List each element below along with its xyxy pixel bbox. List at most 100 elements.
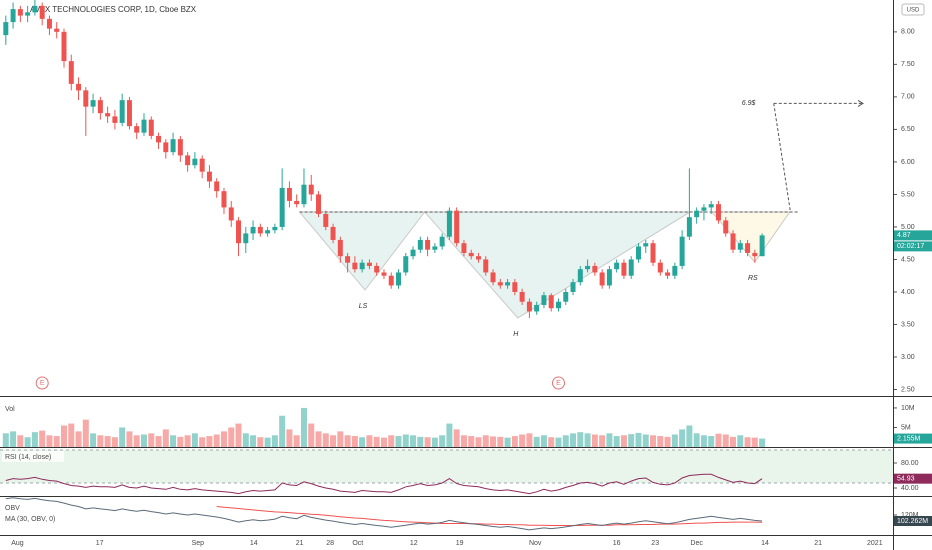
volume-bar <box>533 436 540 447</box>
candle-body <box>17 9 23 16</box>
volume-bar <box>511 436 518 447</box>
volume-bar <box>519 434 526 447</box>
y-tick-label: 4.00 <box>901 289 915 296</box>
candle-body <box>359 262 365 270</box>
candle-body <box>330 226 336 240</box>
candle-body <box>156 135 162 143</box>
candle-body <box>316 194 322 214</box>
volume-bar <box>664 436 671 447</box>
x-tick-label: 2021 <box>867 540 883 547</box>
volume-bar <box>308 423 315 447</box>
volume-bar <box>759 438 766 447</box>
volume-bar <box>257 437 264 447</box>
volume-bar <box>242 433 249 447</box>
obv-label: OBV <box>5 505 20 512</box>
volume-bar <box>90 433 97 447</box>
volume-bar <box>351 436 358 447</box>
x-tick-label: 28 <box>326 540 334 547</box>
candle-body <box>723 220 729 234</box>
volume-bar <box>293 435 300 447</box>
y-tick-label: 3.00 <box>901 354 915 361</box>
y-tick-label: 8.00 <box>901 29 915 36</box>
volume-bar <box>60 425 67 447</box>
rsi-last-tag-bg <box>894 473 932 484</box>
candle-body <box>185 155 191 166</box>
candle-body <box>534 304 540 312</box>
volume-bar <box>635 432 642 447</box>
candle-body <box>134 126 140 133</box>
candle-body <box>301 184 307 205</box>
candle-body <box>563 291 569 302</box>
volume-bar <box>599 435 606 447</box>
volume-bar <box>366 435 373 447</box>
obv-last-tag: 102.262M <box>897 518 928 525</box>
volume-bar <box>286 429 293 447</box>
candle-body <box>628 259 634 276</box>
candle-body <box>214 181 220 192</box>
volume-bar <box>730 436 737 447</box>
rsi-label: RSI (14, close) <box>5 454 51 461</box>
y-tick-label: 7.50 <box>901 61 915 68</box>
obv-ma-label: MA (30, OBV, 0) <box>5 516 55 523</box>
candle-body <box>737 243 743 250</box>
candle-body <box>657 262 663 273</box>
volume-bar <box>417 436 424 447</box>
volume-bar <box>388 435 395 447</box>
volume-bar <box>155 436 162 447</box>
candle-body <box>548 295 554 309</box>
candle-body <box>708 204 714 208</box>
volume-bar <box>540 435 547 447</box>
candle-body <box>126 100 132 127</box>
x-tick-label: Sep <box>192 540 205 547</box>
earnings-label: E <box>40 380 45 387</box>
rsi-line <box>5 473 763 495</box>
countdown-tag: 02:02:17 <box>897 243 924 250</box>
x-tick-label: 19 <box>456 540 464 547</box>
shoulder-label: RS <box>748 275 758 282</box>
candle-body <box>555 301 561 309</box>
candle-body <box>352 262 358 270</box>
x-tick-label: Nov <box>529 540 542 547</box>
y-tick-label: 5.00 <box>901 224 915 231</box>
volume-bar <box>628 434 635 447</box>
volume-bar <box>744 437 751 447</box>
volume-tick-label: 10M <box>901 405 915 412</box>
candle-body <box>192 158 198 166</box>
volume-bar <box>111 437 118 447</box>
candle-body <box>665 272 671 276</box>
candle-body <box>694 210 700 218</box>
volume-bar <box>482 435 489 447</box>
candle-body <box>396 272 402 286</box>
last-price-tag: 4.87 <box>897 232 911 239</box>
volume-bar <box>526 433 533 447</box>
candle-body <box>228 207 234 221</box>
volume-bar <box>468 436 475 447</box>
volume-bar <box>228 427 235 447</box>
x-tick-label: 21 <box>296 540 304 547</box>
volume-bar <box>657 436 664 447</box>
rsi-label-box <box>2 451 64 462</box>
candle-body <box>97 100 103 114</box>
volume-bar <box>337 431 344 447</box>
candle-body <box>679 236 685 266</box>
volume-bar <box>679 429 686 447</box>
candle-body <box>286 187 292 201</box>
candle-body <box>68 61 74 84</box>
obv-ma-line <box>216 506 763 526</box>
volume-bar <box>504 437 511 447</box>
volume-bar <box>380 437 387 447</box>
volume-bar <box>424 437 431 447</box>
candle-body <box>621 262 627 276</box>
volume-bar <box>737 435 744 447</box>
candle-body <box>381 272 387 276</box>
candle-body <box>388 275 394 286</box>
candle-body <box>243 233 249 244</box>
volume-bar <box>191 433 198 447</box>
candle-body <box>374 265 380 273</box>
volume-bar <box>126 431 133 447</box>
volume-bar <box>708 436 715 447</box>
candle-body <box>39 5 45 19</box>
candle-body <box>308 184 314 195</box>
candle-body <box>199 158 205 172</box>
target-projection <box>773 103 791 213</box>
